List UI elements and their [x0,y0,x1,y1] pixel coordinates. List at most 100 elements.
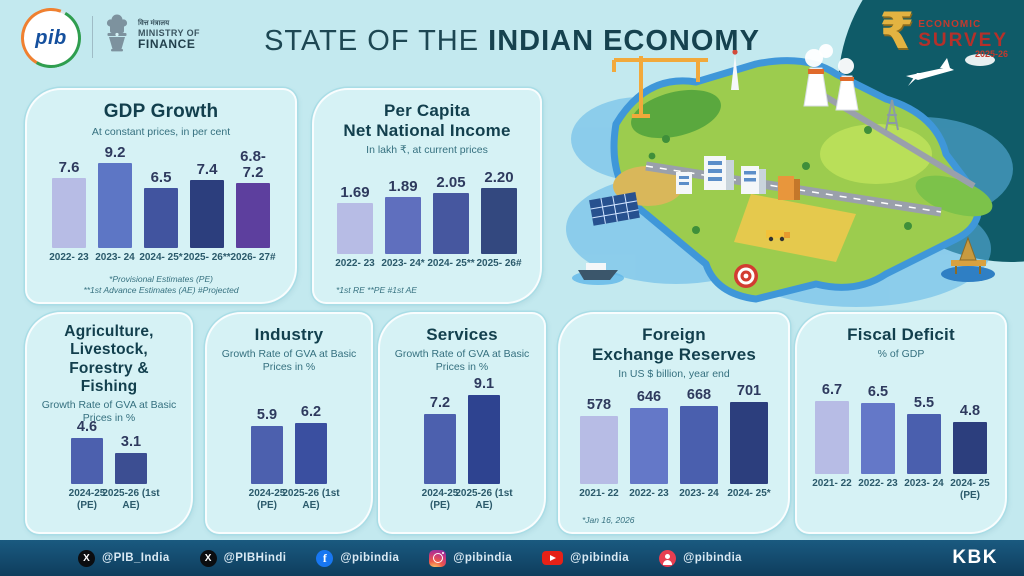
x-icon [199,549,217,567]
social-handles: @PIB_India @PIBHindi @pibindia @pibindia @pi… [78,549,762,567]
bar [190,180,224,248]
cooling-towers [803,44,859,111]
bar [236,183,270,248]
bar-column: 7.2 2024-25 (PE) [418,369,462,511]
bar-value-label: 6.2 [300,404,322,421]
bar-year-label: 2025-26 (1st AE) [282,488,340,511]
bar-value-label: 701 [736,383,762,400]
bar-year-label: 2022- 23 [49,252,89,263]
bar-column: 578 2021- 22 [574,376,624,499]
bar-column: 4.8 2024- 25 (PE) [947,375,993,501]
bar-value-label: 9.1 [473,376,495,393]
bar-column: 6.2 2025-26 (1st AE) [282,397,339,511]
card-subtitle: Growth Rate of GVA at Basic Prices in % [221,348,357,374]
bar-column: 9.2 2023- 24 [92,137,138,263]
ministry-of-finance-label: वित्त मंत्रालय MINISTRY OF FINANCE [138,20,200,52]
bar-value-label: 668 [686,387,712,404]
bar-column: 6.8- 7.2 2026- 27# [230,137,276,263]
header: pib वित्त मंत्रालय MINISTRY OF FINANCE S… [0,0,1024,86]
bar-value-label: 2.20 [484,168,514,186]
bar-column: 4.6 2024-25 (PE) [65,412,109,511]
bar-value-label: 7.6 [58,158,80,176]
bar-column: 7.6 2022- 23 [46,137,92,263]
bar-value-label: 4.8 [959,403,981,420]
social-item: @PIBHindi [199,549,287,567]
bar [115,453,147,484]
footer-bar: @PIB_India @PIBHindi @pibindia @pibindia @pi… [0,540,1024,576]
india-economy-illustration [566,44,1013,307]
bar-year-label: 2024- 25** [427,258,475,269]
youtube-icon [542,551,564,565]
gdp-growth-card: GDP Growth At constant prices, in per ce… [25,88,297,304]
economic-survey-badge: ₹ ECONOMIC SURVEY 2025-26 [879,3,1008,60]
bar-year-label: 2022- 23 [629,488,669,499]
bar-year-label: 2021- 22 [812,478,852,489]
bar-value-label: 1.89 [388,177,418,195]
social-item: @pibindia [542,551,629,565]
bar-column: 3.1 2025-26 (1st AE) [102,412,159,511]
bar-year-label: 2023- 24 [95,252,135,263]
social-item: @pibindia [429,549,512,567]
bar [98,163,132,248]
agriculture-bars: 4.6 2024-25 (PE) 3.1 2025-26 (1st AE) [27,412,191,511]
bar-year-label: 2024- 25* [727,488,771,499]
bar [71,438,103,484]
bar-column: 6.7 2021- 22 [809,375,855,489]
bar-year-label: 2024- 25 (PE) [950,478,990,501]
bar-year-label: 2025- 26** [183,252,231,263]
bar [144,188,178,248]
fiscal-deficit-card: Fiscal Deficit % of GDP 6.7 2021- 22 6.5 20… [795,312,1007,534]
bar [337,203,373,254]
bar-column: 1.69 2022- 23 [331,162,379,269]
bar-year-label: 2024- 25* [139,252,183,263]
social-handle: @pibindia [683,552,742,564]
bar-value-label: 6.5 [150,168,172,186]
target-motif [734,264,758,288]
card-footnote: *Jan 16, 2026 [582,514,635,525]
bar-value-label: 5.5 [913,395,935,412]
bar [251,426,283,484]
bar-column: 2.05 2024- 25** [427,162,475,269]
bar-year-label: 2024-25 (PE) [421,488,459,511]
agriculture-card: Agriculture, Livestock, Forestry & Fishi… [25,312,193,534]
social-handle: @PIB_India [102,552,170,564]
bar-year-label: 2023- 24* [381,258,425,269]
bar-year-label: 2022- 23 [335,258,375,269]
card-title: Fiscal Deficit [847,325,955,344]
bar-value-label: 3.1 [120,434,142,451]
construction-crane [612,56,708,118]
card-subtitle: At constant prices, in per cent [91,126,231,139]
card-title: Services [426,325,498,344]
bar [861,403,895,474]
bar [52,178,86,248]
bar-column: 6.5 2024- 25* [138,137,184,263]
page-title: STATE OF THE INDIAN ECONOMY [264,25,760,57]
bar-year-label: 2025- 26# [476,258,522,269]
bar [580,416,618,484]
social-handle: @pibindia [570,552,630,564]
card-title: GDP Growth [103,101,219,122]
bar-year-label: 2021- 22 [579,488,619,499]
x-icon [78,549,95,567]
bar [815,401,849,474]
bar-value-label: 646 [636,389,662,406]
bar [468,395,500,484]
bar-column: 646 2022- 23 [624,376,674,499]
bar-column: 668 2023- 24 [674,376,724,499]
bar-year-label: 2025-26 (1st AE) [102,488,160,511]
card-title: Agriculture, Livestock, Forestry & Fishi… [64,323,154,395]
pib-logo-green-arc [14,1,88,75]
social-item: @pibindia [659,549,742,567]
bar-year-label: 2024-25 (PE) [248,488,286,511]
bar [730,402,768,484]
card-title: Per Capita Net National Income [343,101,511,141]
ministry-hindi-text: वित्त मंत्रालय [138,20,170,27]
bar [953,422,987,474]
industry-card: Industry Growth Rate of GVA at Basic Pri… [205,312,373,534]
bar-year-label: 2025-26 (1st AE) [455,488,513,511]
card-title: Industry [254,325,324,344]
bar-value-label: 5.9 [256,407,278,424]
forex-reserves-card: Foreign Exchange Reserves In US $ billio… [558,312,790,534]
bar-column: 1.89 2023- 24* [379,162,427,269]
social-item: @PIB_India [78,549,170,567]
